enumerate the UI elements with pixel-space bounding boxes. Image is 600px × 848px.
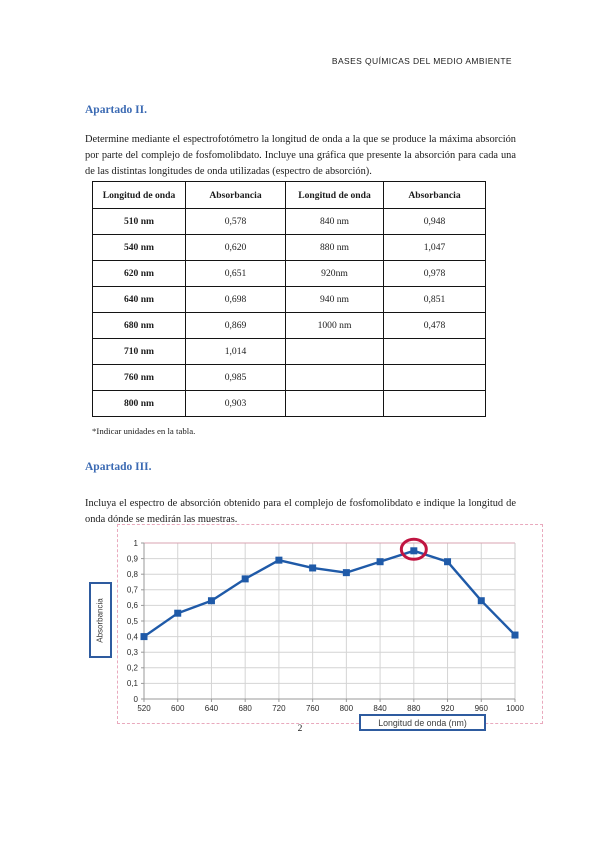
table-cell: 800 nm — [92, 390, 186, 417]
table-row: 760 nm 0,985 — [92, 364, 486, 391]
table-cell: 0,578 — [185, 208, 286, 235]
x-tick-label: 880 — [407, 704, 421, 713]
table-cell — [383, 364, 486, 391]
y-axis-label-box: Absorbancia — [89, 582, 112, 658]
data-point-marker — [207, 597, 215, 605]
y-tick-label: 0,8 — [127, 570, 139, 579]
y-tick-label: 0,1 — [127, 679, 139, 688]
table-cell: 940 nm — [285, 286, 384, 313]
data-point-marker — [511, 631, 519, 639]
data-point-marker — [410, 547, 418, 555]
paragraph-apartado-2: Determine mediante el espectrofotómetro … — [85, 134, 516, 177]
table-cell: 0,620 — [185, 234, 286, 261]
x-tick-label: 720 — [272, 704, 286, 713]
table-cell: 1,047 — [383, 234, 486, 261]
table-row: 640 nm 0,698 940 nm 0,851 — [92, 286, 486, 313]
y-tick-label: 0,3 — [127, 648, 139, 657]
table-cell — [285, 338, 384, 365]
x-tick-label: 760 — [306, 704, 320, 713]
y-tick-label: 0,9 — [127, 554, 139, 563]
table-header-row: Longitud de onda Absorbancia Longitud de o… — [92, 181, 486, 209]
y-tick-label: 0 — [134, 695, 139, 704]
data-point-marker — [477, 597, 485, 605]
table-cell: 710 nm — [92, 338, 186, 365]
data-point-marker — [309, 564, 317, 572]
data-point-marker — [376, 558, 384, 566]
data-point-marker — [342, 569, 350, 577]
y-tick-label: 0,2 — [127, 664, 139, 673]
table-cell — [285, 390, 384, 417]
table-cell: 0,869 — [185, 312, 286, 339]
data-point-marker — [174, 609, 182, 617]
table-header-cell: Absorbancia — [185, 181, 286, 209]
table-row: 680 nm 0,869 1000 nm 0,478 — [92, 312, 486, 339]
table-cell: 1,014 — [185, 338, 286, 365]
absorbance-series-line — [143, 549, 516, 638]
absorbance-table: Longitud de onda Absorbancia Longitud de o… — [92, 181, 486, 417]
x-tick-label: 800 — [340, 704, 354, 713]
table-footnote: *Indicar unidades en la tabla. — [92, 426, 196, 436]
data-point-marker — [275, 556, 283, 564]
table-cell: 0,978 — [383, 260, 486, 287]
page-header: BASES QUÍMICAS DEL MEDIO AMBIENTE — [331, 56, 512, 66]
page-number: 2 — [297, 724, 303, 734]
table-row: 620 nm 0,651 920nm 0,978 — [92, 260, 486, 287]
table-cell — [285, 364, 384, 391]
x-tick-label: 1000 — [506, 704, 524, 713]
table-cell: 0,948 — [383, 208, 486, 235]
table-header-cell: Longitud de onda — [92, 181, 186, 209]
table-cell: 0,651 — [185, 260, 286, 287]
x-tick-label: 520 — [137, 704, 151, 713]
max-point-circle-annotation — [399, 537, 428, 561]
table-cell: 920nm — [285, 260, 384, 287]
x-tick-label: 960 — [475, 704, 489, 713]
table-cell: 0,903 — [185, 390, 286, 417]
y-tick-label: 0,5 — [127, 617, 139, 626]
table-cell — [383, 390, 486, 417]
table-header-cell: Absorbancia — [383, 181, 486, 209]
y-tick-label: 0,6 — [127, 601, 139, 610]
table-cell: 0,698 — [185, 286, 286, 313]
table-cell: 540 nm — [92, 234, 186, 261]
x-tick-label: 680 — [239, 704, 253, 713]
x-tick-label: 840 — [373, 704, 387, 713]
table-cell: 0,851 — [383, 286, 486, 313]
x-axis-label: Longitud de onda (nm) — [378, 717, 467, 728]
data-point-marker — [140, 633, 148, 641]
x-tick-label: 640 — [205, 704, 219, 713]
absorption-chart: 0 0,1 0,2 0,3 0,4 0,5 0,6 0,7 0,8 0,9 1 520 600 640 68… — [89, 524, 543, 731]
section-title-apartado-2: Apartado II. — [85, 104, 147, 116]
table-row: 540 nm 0,620 880 nm 1,047 — [92, 234, 486, 261]
y-tick-label: 1 — [134, 539, 139, 548]
table-cell: 760 nm — [92, 364, 186, 391]
absorption-chart-plot: 0 0,1 0,2 0,3 0,4 0,5 0,6 0,7 0,8 0,9 1 520 600 640 68… — [127, 537, 524, 713]
x-axis-label-box: Longitud de onda (nm) — [359, 714, 486, 731]
table-cell: 680 nm — [92, 312, 186, 339]
table-cell: 1000 nm — [285, 312, 384, 339]
table-row: 510 nm 0,578 840 nm 0,948 — [92, 208, 486, 235]
table-header-cell: Longitud de onda — [285, 181, 384, 209]
table-cell: 640 nm — [92, 286, 186, 313]
y-tick-label: 0,7 — [127, 586, 139, 595]
table-row: 710 nm 1,014 — [92, 338, 486, 365]
y-tick-label: 0,4 — [127, 632, 139, 641]
table-row: 800 nm 0,903 — [92, 390, 486, 417]
table-cell: 510 nm — [92, 208, 186, 235]
x-tick-label: 600 — [171, 704, 185, 713]
table-cell: 620 nm — [92, 260, 186, 287]
data-point-marker — [444, 558, 452, 566]
paragraph-apartado-3: Incluya el espectro de absorción obtenid… — [85, 498, 516, 526]
table-cell: 0,985 — [185, 364, 286, 391]
table-cell: 0,478 — [383, 312, 486, 339]
y-axis-label: Absorbancia — [96, 597, 106, 643]
table-cell — [383, 338, 486, 365]
x-tick-label: 920 — [441, 704, 455, 713]
data-point-marker — [241, 575, 249, 583]
section-title-apartado-3: Apartado III. — [85, 461, 152, 473]
table-cell: 880 nm — [285, 234, 384, 261]
table-cell: 840 nm — [285, 208, 384, 235]
